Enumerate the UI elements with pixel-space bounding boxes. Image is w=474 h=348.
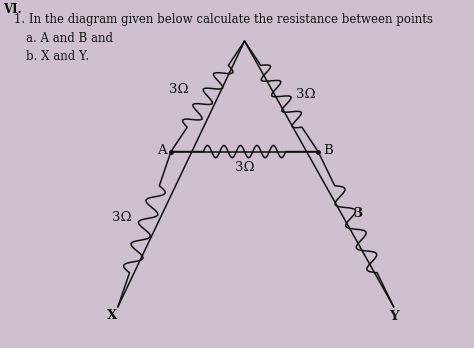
Text: a. A and B and: a. A and B and — [26, 32, 113, 46]
Text: X: X — [107, 309, 117, 322]
Text: 3Ω: 3Ω — [235, 160, 255, 174]
Text: B: B — [323, 144, 333, 157]
Text: 3Ω: 3Ω — [112, 211, 132, 224]
Text: A: A — [157, 144, 166, 157]
Text: VI.: VI. — [3, 3, 22, 16]
Text: 3Ω: 3Ω — [296, 88, 316, 101]
Text: 3: 3 — [354, 207, 363, 220]
Text: Y: Y — [389, 310, 399, 323]
Text: 1. In the diagram given below calculate the resistance between points: 1. In the diagram given below calculate … — [14, 14, 432, 26]
Text: b. X and Y.: b. X and Y. — [26, 50, 89, 63]
Text: 3Ω: 3Ω — [169, 83, 189, 96]
